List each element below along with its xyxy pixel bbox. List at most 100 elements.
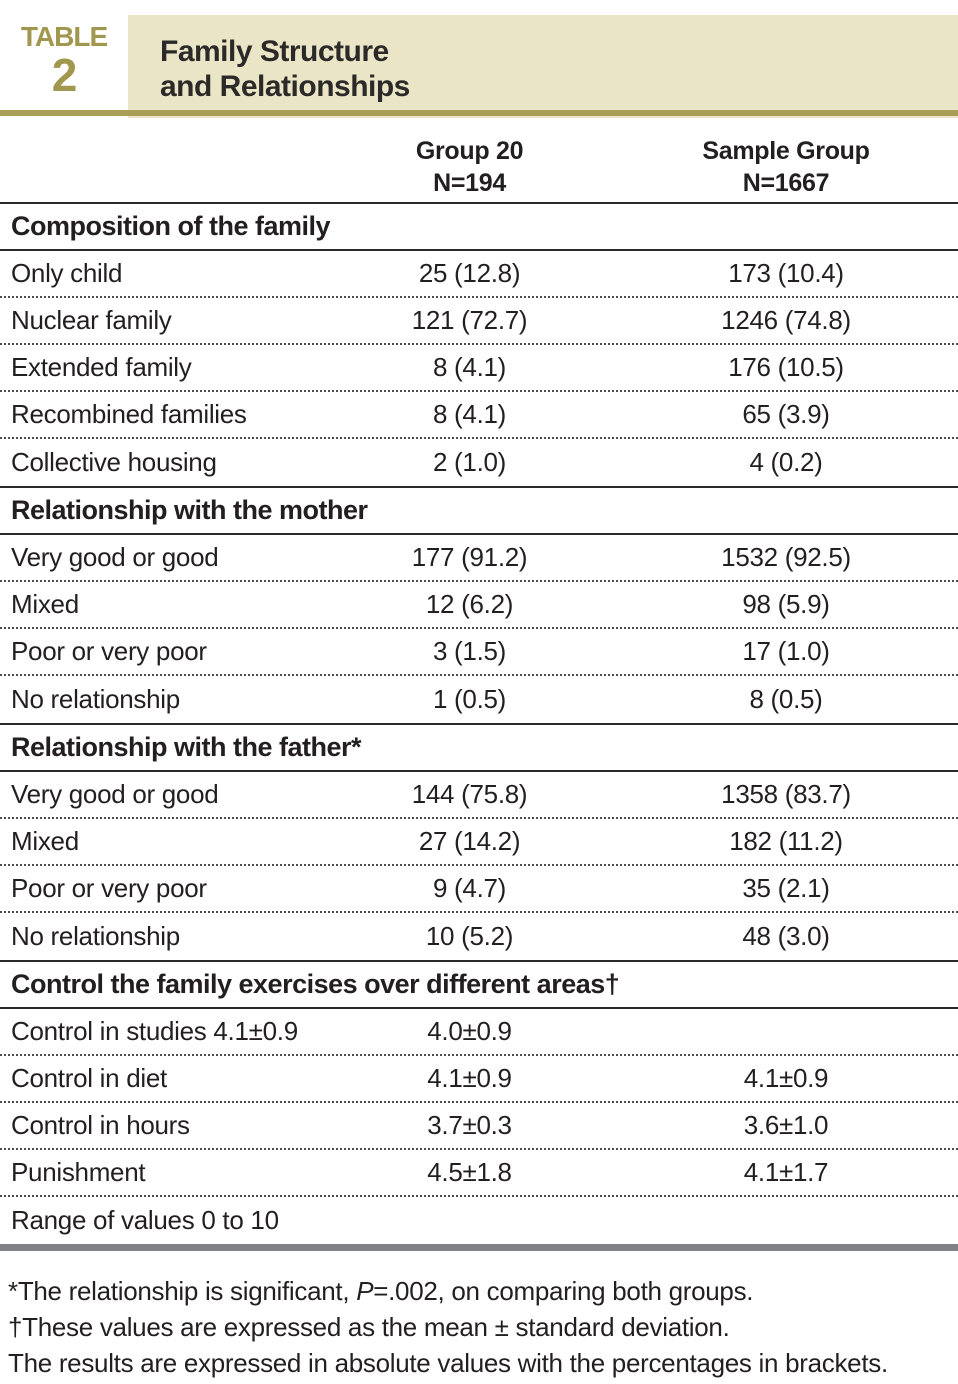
table-row: Collective housing 2 (1.0) 4 (0.2) <box>0 439 958 486</box>
row-label: Punishment <box>11 1157 146 1187</box>
section-header: Relationship with the mother <box>0 486 958 535</box>
sample-value: 1358 (83.7) <box>721 779 851 809</box>
row-label: Extended family <box>11 352 192 382</box>
sample-value: 176 (10.5) <box>728 352 844 382</box>
section-header: Composition of the family <box>0 202 958 251</box>
sample-value: 4.1±0.9 <box>743 1063 829 1093</box>
sample-value: 17 (1.0) <box>742 636 830 666</box>
table-row: Control in studies 4.1±0.9 4.0±0.9 <box>0 1009 958 1056</box>
table-row: Poor or very poor 9 (4.7) 35 (2.1) <box>0 866 958 913</box>
table-row: No relationship 1 (0.5) 8 (0.5) <box>0 676 958 723</box>
table-kicker: TABLE <box>20 21 108 52</box>
row-label: Only child <box>11 258 123 288</box>
row-label: Poor or very poor <box>11 873 207 903</box>
table-row: Mixed 27 (14.2) 182 (11.2) <box>0 819 958 866</box>
table-label: TABLE 2 <box>0 21 128 101</box>
table-row: Very good or good 177 (91.2) 1532 (92.5) <box>0 535 958 582</box>
section-header: Relationship with the father* <box>0 723 958 772</box>
table-row: Mixed 12 (6.2) 98 (5.9) <box>0 582 958 629</box>
row-label: Control in studies 4.1±0.9 <box>11 1016 298 1046</box>
row-label: Poor or very poor <box>11 636 207 666</box>
sample-value: 1532 (92.5) <box>721 542 851 572</box>
sample-value: 182 (11.2) <box>729 826 843 856</box>
sample-value: 35 (2.1) <box>742 873 830 903</box>
table-title-line1: Family Structure <box>160 35 389 68</box>
footnote-mean-sd: †These values are expressed as the mean … <box>8 1312 730 1342</box>
sample-value: 65 (3.9) <box>742 399 830 429</box>
group-value: 3.7±0.3 <box>427 1110 512 1140</box>
sample-value: 1246 (74.8) <box>721 305 851 335</box>
footnote-text: *The relationship is significant, <box>8 1276 357 1306</box>
row-label: Nuclear family <box>11 305 172 335</box>
header-rule <box>0 110 958 116</box>
section-father: Relationship with the father* Very good … <box>0 723 958 960</box>
table-row: Punishment 4.5±1.8 4.1±1.7 <box>0 1150 958 1197</box>
row-label: Control in hours <box>11 1110 190 1140</box>
row-label: No relationship <box>11 921 180 951</box>
row-label: Mixed <box>11 826 79 856</box>
row-label: Very good or good <box>11 542 219 572</box>
table-row: Very good or good 144 (75.8) 1358 (83.7) <box>0 772 958 819</box>
sample-value: 4.1±1.7 <box>743 1157 829 1187</box>
sample-column-n: N=1667 <box>742 169 830 197</box>
group-value: 177 (91.2) <box>411 542 528 572</box>
section-control: Control the family exercises over differ… <box>0 960 958 1244</box>
group-value: 8 (4.1) <box>432 399 507 429</box>
row-label: Control in diet <box>11 1063 167 1093</box>
table-row: Control in diet 4.1±0.9 4.1±0.9 <box>0 1056 958 1103</box>
group-value: 27 (14.2) <box>418 826 521 856</box>
table-row: Control in hours 3.7±0.3 3.6±1.0 <box>0 1103 958 1150</box>
range-note-row: Range of values 0 to 10 <box>0 1197 958 1244</box>
range-note-label: Range of values 0 to 10 <box>11 1205 279 1235</box>
table-title-line2: and Relationships <box>160 70 410 103</box>
column-header-sample: Sample Group N=1667 <box>614 135 958 202</box>
title-box: Family Structure and Relationships <box>128 15 958 118</box>
table-row: Extended family 8 (4.1) 176 (10.5) <box>0 345 958 392</box>
section-rows: Very good or good 144 (75.8) 1358 (83.7)… <box>0 772 958 960</box>
row-label: Recombined families <box>11 399 247 429</box>
column-header-spacer <box>0 135 325 202</box>
section-composition: Composition of the family Only child 25 … <box>0 202 958 486</box>
sample-value: 3.6±1.0 <box>743 1110 829 1140</box>
group-value: 3 (1.5) <box>432 636 507 666</box>
section-rows: Very good or good 177 (91.2) 1532 (92.5)… <box>0 535 958 723</box>
sample-value: 4 (0.2) <box>749 447 823 477</box>
sample-value: 48 (3.0) <box>742 921 830 951</box>
row-label: Mixed <box>11 589 79 619</box>
group-value: 4.0±0.9 <box>427 1016 512 1046</box>
footnote-p-symbol: P <box>356 1276 374 1306</box>
group-value: 2 (1.0) <box>432 447 507 477</box>
group-value: 144 (75.8) <box>411 779 528 809</box>
table-row: No relationship 10 (5.2) 48 (3.0) <box>0 913 958 960</box>
footnotes: *The relationship is significant, P=.002… <box>0 1273 958 1381</box>
sample-column-name: Sample Group <box>702 137 870 165</box>
group-value: 8 (4.1) <box>432 352 507 382</box>
table-row: Poor or very poor 3 (1.5) 17 (1.0) <box>0 629 958 676</box>
section-mother: Relationship with the mother Very good o… <box>0 486 958 723</box>
group-value: 121 (72.7) <box>411 305 528 335</box>
sample-value: 173 (10.4) <box>728 258 844 288</box>
group-column-n: N=194 <box>433 169 506 197</box>
row-label: Very good or good <box>11 779 219 809</box>
row-label: No relationship <box>11 684 180 714</box>
column-headers: Group 20 N=194 Sample Group N=1667 <box>0 122 958 202</box>
group-value: 1 (0.5) <box>432 684 507 714</box>
group-value: 10 (5.2) <box>425 921 514 951</box>
section-header: Control the family exercises over differ… <box>0 960 958 1009</box>
table-row: Only child 25 (12.8) 173 (10.4) <box>0 251 958 298</box>
table-row: Recombined families 8 (4.1) 65 (3.9) <box>0 392 958 439</box>
footnote-significance: *The relationship is significant, P=.002… <box>8 1273 958 1309</box>
footnote-text: =.002, on comparing both groups. <box>373 1276 754 1306</box>
row-label: Collective housing <box>11 447 217 477</box>
section-rows: Control in studies 4.1±0.9 4.0±0.9 Contr… <box>0 1009 958 1244</box>
sample-value: 98 (5.9) <box>742 589 830 619</box>
table-row: Nuclear family 121 (72.7) 1246 (74.8) <box>0 298 958 345</box>
group-value: 4.1±0.9 <box>427 1063 512 1093</box>
section-rows: Only child 25 (12.8) 173 (10.4) Nuclear … <box>0 251 958 486</box>
table-header: TABLE 2 Family Structure and Relationshi… <box>0 0 958 122</box>
table-number: 2 <box>51 49 78 101</box>
group-value: 25 (12.8) <box>418 258 521 288</box>
footnote-percentages: The results are expressed in absolute va… <box>8 1348 888 1378</box>
sample-value: 8 (0.5) <box>749 684 823 714</box>
